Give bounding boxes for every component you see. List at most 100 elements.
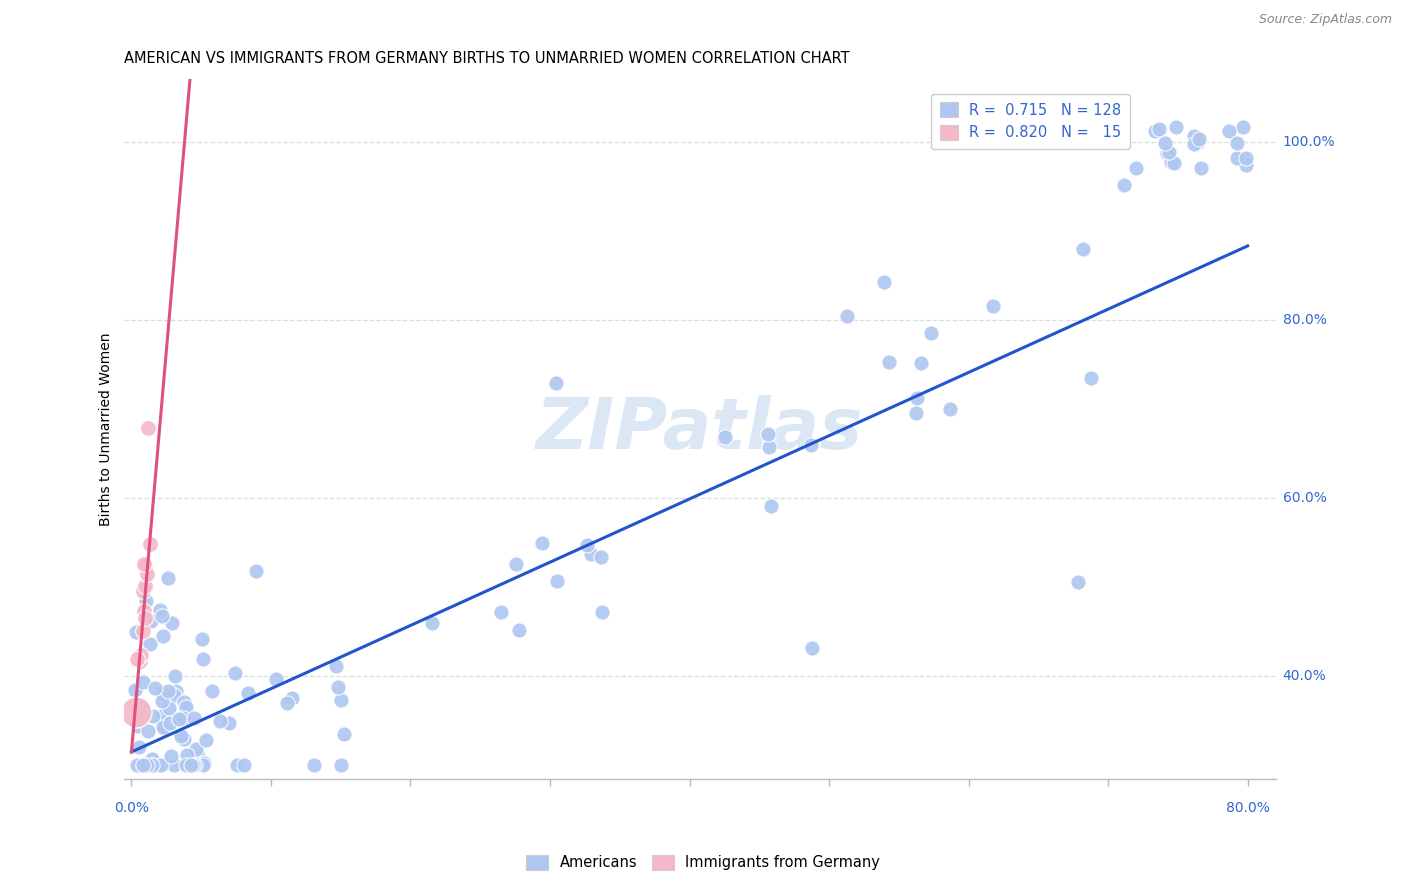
Point bbox=[160, 748, 183, 763]
Point bbox=[134, 610, 156, 624]
Point bbox=[1157, 145, 1180, 160]
Point bbox=[136, 421, 159, 435]
Point bbox=[531, 536, 554, 550]
Point bbox=[420, 616, 443, 631]
Point bbox=[873, 275, 896, 289]
Point bbox=[325, 659, 347, 673]
Point bbox=[159, 701, 181, 715]
Point bbox=[150, 609, 173, 624]
Point bbox=[713, 429, 735, 443]
Point bbox=[135, 758, 157, 772]
Point bbox=[281, 691, 304, 706]
Point bbox=[169, 729, 191, 743]
Point bbox=[191, 651, 214, 665]
Point bbox=[326, 680, 349, 694]
Point bbox=[236, 686, 259, 700]
Point bbox=[145, 758, 167, 772]
Point bbox=[174, 699, 197, 714]
Point bbox=[1232, 120, 1254, 134]
Point bbox=[302, 758, 325, 772]
Point bbox=[150, 708, 173, 723]
Text: 80.0%: 80.0% bbox=[1226, 801, 1270, 815]
Point bbox=[174, 758, 197, 772]
Point bbox=[1164, 120, 1187, 134]
Text: AMERICAN VS IMMIGRANTS FROM GERMANY BIRTHS TO UNMARRIED WOMEN CORRELATION CHART: AMERICAN VS IMMIGRANTS FROM GERMANY BIRT… bbox=[125, 51, 851, 66]
Point bbox=[127, 719, 149, 733]
Point bbox=[1234, 158, 1257, 172]
Point bbox=[131, 624, 153, 638]
Point bbox=[1182, 137, 1205, 152]
Point bbox=[1125, 161, 1147, 175]
Point bbox=[139, 615, 162, 629]
Point bbox=[152, 686, 174, 700]
Point bbox=[138, 537, 160, 551]
Point bbox=[1066, 575, 1088, 590]
Point bbox=[1163, 156, 1185, 170]
Point bbox=[183, 711, 205, 725]
Point bbox=[1153, 136, 1175, 150]
Point bbox=[1156, 145, 1178, 160]
Point bbox=[143, 756, 166, 771]
Point bbox=[505, 557, 527, 571]
Point bbox=[125, 652, 148, 666]
Point bbox=[232, 758, 254, 772]
Point bbox=[132, 604, 155, 618]
Point bbox=[141, 758, 163, 772]
Point bbox=[905, 406, 928, 420]
Point bbox=[800, 437, 823, 451]
Text: 60.0%: 60.0% bbox=[1282, 491, 1326, 505]
Point bbox=[575, 538, 598, 552]
Point bbox=[546, 574, 568, 588]
Point bbox=[905, 392, 928, 406]
Point bbox=[152, 720, 174, 734]
Point bbox=[173, 732, 195, 747]
Point bbox=[756, 426, 779, 441]
Point bbox=[1080, 371, 1102, 385]
Point bbox=[187, 749, 209, 764]
Point bbox=[128, 654, 150, 668]
Point bbox=[195, 732, 218, 747]
Point bbox=[135, 567, 157, 582]
Point bbox=[165, 684, 187, 698]
Point bbox=[159, 715, 181, 730]
Y-axis label: Births to Unmarried Women: Births to Unmarried Women bbox=[100, 332, 114, 525]
Text: 100.0%: 100.0% bbox=[1282, 135, 1336, 149]
Point bbox=[544, 376, 567, 391]
Point bbox=[142, 709, 165, 723]
Point bbox=[1114, 178, 1136, 192]
Point bbox=[163, 688, 186, 702]
Point bbox=[1147, 122, 1170, 136]
Point bbox=[152, 629, 174, 643]
Text: Source: ZipAtlas.com: Source: ZipAtlas.com bbox=[1258, 13, 1392, 27]
Point bbox=[879, 355, 901, 369]
Text: ZIPatlas: ZIPatlas bbox=[536, 394, 863, 464]
Point bbox=[135, 593, 157, 607]
Point bbox=[148, 758, 170, 772]
Point bbox=[800, 641, 823, 656]
Point bbox=[910, 356, 932, 370]
Point bbox=[920, 326, 942, 341]
Point bbox=[209, 714, 232, 728]
Point bbox=[142, 758, 165, 772]
Point bbox=[193, 758, 215, 772]
Point bbox=[134, 558, 156, 573]
Point bbox=[193, 756, 215, 771]
Point bbox=[167, 712, 190, 726]
Point bbox=[1144, 124, 1167, 138]
Point bbox=[136, 724, 159, 739]
Legend: Americans, Immigrants from Germany: Americans, Immigrants from Germany bbox=[520, 848, 886, 876]
Point bbox=[131, 700, 153, 714]
Point bbox=[143, 681, 166, 695]
Point bbox=[136, 758, 159, 772]
Point bbox=[162, 615, 184, 630]
Point bbox=[165, 668, 187, 682]
Point bbox=[329, 692, 352, 706]
Point bbox=[1071, 242, 1094, 256]
Point bbox=[163, 758, 186, 772]
Point bbox=[173, 695, 195, 709]
Point bbox=[129, 708, 152, 723]
Point bbox=[134, 579, 156, 593]
Point bbox=[1226, 152, 1249, 166]
Point bbox=[131, 583, 153, 598]
Point bbox=[591, 549, 613, 564]
